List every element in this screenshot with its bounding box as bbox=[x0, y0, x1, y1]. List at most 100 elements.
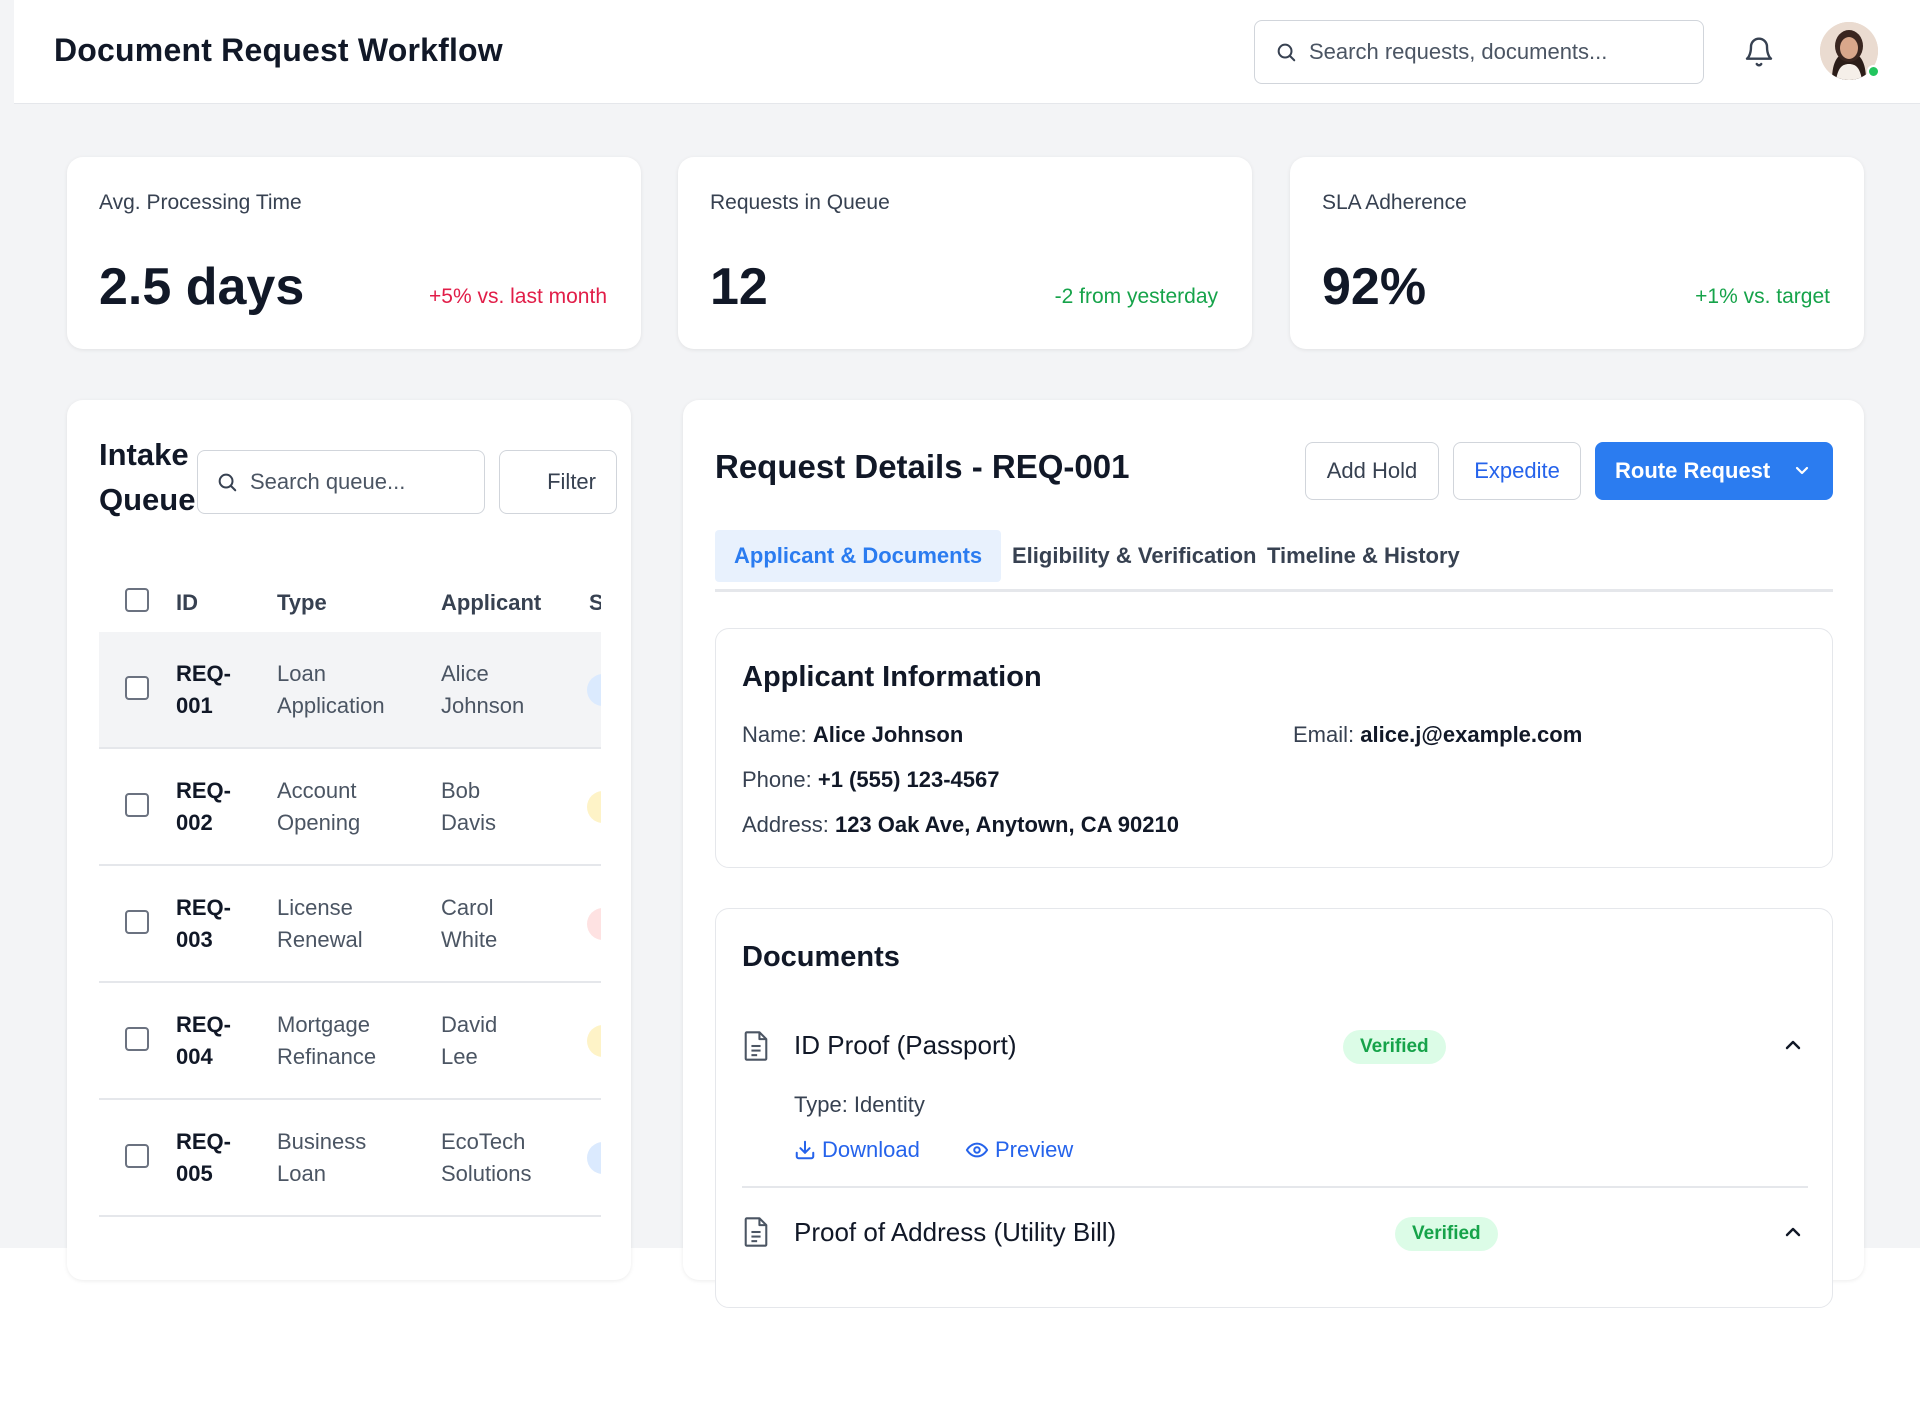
download-icon bbox=[795, 1140, 815, 1160]
online-status-dot bbox=[1867, 65, 1880, 78]
row-type: Account Opening bbox=[277, 778, 361, 835]
download-label: Download bbox=[822, 1137, 920, 1162]
column-header-type[interactable]: Type bbox=[277, 590, 327, 615]
download-link[interactable]: Download bbox=[794, 1137, 920, 1163]
row-type: Business Loan bbox=[277, 1129, 367, 1186]
bell-icon[interactable] bbox=[1743, 34, 1775, 70]
kpi-delta: +5% vs. last month bbox=[429, 285, 607, 308]
filter-button[interactable]: Filter bbox=[499, 450, 617, 514]
table-row[interactable]: REQ- 002 Account Opening Bob Davis bbox=[99, 749, 601, 866]
row-checkbox[interactable] bbox=[125, 676, 149, 700]
user-avatar[interactable] bbox=[1820, 22, 1880, 80]
kpi-label: SLA Adherence bbox=[1322, 191, 1467, 214]
table-row[interactable]: REQ- 001 Loan Application Alice Johnson bbox=[99, 632, 601, 749]
queue-table: ID Type Applicant S REQ- 001 Loan Applicat… bbox=[99, 550, 601, 1426]
kpi-label: Requests in Queue bbox=[710, 191, 890, 214]
expedite-button[interactable]: Expedite bbox=[1453, 442, 1581, 500]
status-badge bbox=[587, 674, 601, 706]
global-search-input[interactable] bbox=[1309, 39, 1689, 65]
search-icon bbox=[218, 473, 237, 492]
detail-tabs: Applicant & Documents Eligibility & Veri… bbox=[715, 530, 1833, 592]
queue-search-input[interactable] bbox=[250, 469, 480, 495]
row-type: Loan Application bbox=[277, 661, 385, 718]
kpi-delta: +1% vs. target bbox=[1695, 285, 1830, 308]
row-type: Mortgage Refinance bbox=[277, 1012, 377, 1069]
status-badge bbox=[587, 1025, 601, 1057]
applicant-info-card: Applicant Information Name: Alice Johnso… bbox=[715, 628, 1833, 868]
table-header: ID Type Applicant S bbox=[99, 550, 601, 632]
row-checkbox[interactable] bbox=[125, 1144, 149, 1168]
top-header: Document Request Workflow bbox=[14, 0, 1920, 104]
tab-applicant-documents[interactable]: Applicant & Documents bbox=[715, 530, 1002, 582]
row-id: REQ- 003 bbox=[176, 895, 231, 952]
applicant-email: Email: alice.j@example.com bbox=[1293, 722, 1583, 747]
status-badge: Verified bbox=[1395, 1217, 1498, 1251]
kpi-card-sla: SLA Adherence 92% +1% vs. target bbox=[1290, 157, 1864, 349]
preview-link[interactable]: Preview bbox=[965, 1137, 1073, 1163]
row-id: REQ- 004 bbox=[176, 1012, 231, 1069]
queue-title-line2: Queue bbox=[99, 482, 196, 517]
app-page: Document Request Workflow Avg. Processin… bbox=[14, 0, 1920, 1308]
kpi-value: 2.5 days bbox=[99, 258, 305, 316]
applicant-name: Name: Alice Johnson bbox=[742, 722, 964, 747]
row-applicant: Bob Davis bbox=[441, 778, 497, 835]
row-applicant: Alice Johnson bbox=[441, 661, 525, 718]
documents-card: Documents ID Proof (Passport) Verified T… bbox=[715, 908, 1833, 1308]
queue-title: Intake Queue bbox=[99, 432, 195, 522]
documents-title: Documents bbox=[742, 941, 900, 973]
row-id: REQ- 002 bbox=[176, 778, 231, 835]
tab-eligibility-verification[interactable]: Eligibility & Verification bbox=[1012, 543, 1257, 568]
intake-queue-panel: Intake Queue Filter ID Type Applicant S … bbox=[67, 400, 631, 1280]
queue-search[interactable] bbox=[197, 450, 485, 514]
column-header-status[interactable]: S bbox=[589, 590, 601, 615]
status-badge bbox=[587, 1142, 601, 1174]
kpi-label: Avg. Processing Time bbox=[99, 191, 302, 214]
applicant-address: Address: 123 Oak Ave, Anytown, CA 90210 bbox=[742, 812, 1179, 837]
chevron-up-icon[interactable] bbox=[1783, 1038, 1803, 1052]
row-checkbox[interactable] bbox=[125, 1027, 149, 1051]
queue-title-line1: Intake bbox=[99, 437, 189, 472]
document-divider bbox=[742, 1186, 1808, 1188]
status-badge: Verified bbox=[1343, 1030, 1446, 1064]
eye-icon bbox=[965, 1142, 989, 1158]
preview-label: Preview bbox=[995, 1137, 1074, 1162]
status-badge bbox=[587, 908, 601, 940]
document-icon bbox=[744, 1217, 768, 1247]
applicant-info-title: Applicant Information bbox=[742, 661, 1042, 693]
row-checkbox[interactable] bbox=[125, 910, 149, 934]
row-applicant: David Lee bbox=[441, 1012, 498, 1069]
app-title: Document Request Workflow bbox=[54, 32, 503, 68]
row-id: REQ- 005 bbox=[176, 1129, 231, 1186]
kpi-value: 92% bbox=[1322, 258, 1427, 316]
kpi-delta: -2 from yesterday bbox=[1054, 285, 1218, 308]
applicant-phone: Phone: +1 (555) 123-4567 bbox=[742, 767, 1000, 792]
search-icon bbox=[1277, 43, 1296, 62]
document-icon bbox=[744, 1031, 768, 1061]
row-id: REQ- 001 bbox=[176, 661, 231, 718]
row-applicant: EcoTech Solutions bbox=[441, 1129, 532, 1186]
table-row[interactable]: REQ- 003 License Renewal Carol White bbox=[99, 866, 601, 983]
select-all-checkbox[interactable] bbox=[125, 588, 149, 612]
kpi-card-queue: Requests in Queue 12 -2 from yesterday bbox=[678, 157, 1252, 349]
document-name: ID Proof (Passport) bbox=[794, 1030, 1017, 1060]
chevron-down-icon[interactable] bbox=[1794, 465, 1810, 477]
kpi-card-processing-time: Avg. Processing Time 2.5 days +5% vs. la… bbox=[67, 157, 641, 349]
global-search[interactable] bbox=[1254, 20, 1704, 84]
left-edge bbox=[0, 0, 14, 1248]
column-header-id[interactable]: ID bbox=[176, 590, 198, 615]
add-hold-button[interactable]: Add Hold bbox=[1305, 442, 1439, 500]
kpi-value: 12 bbox=[710, 258, 768, 316]
table-row[interactable]: REQ- 005 Business Loan EcoTech Solutions bbox=[99, 1100, 601, 1217]
route-request-label: Route Request bbox=[1615, 458, 1771, 483]
document-type: Type: Identity bbox=[794, 1092, 925, 1117]
column-header-applicant[interactable]: Applicant bbox=[441, 590, 542, 615]
row-type: License Renewal bbox=[277, 895, 363, 952]
route-request-button[interactable]: Route Request bbox=[1595, 442, 1833, 500]
status-badge bbox=[587, 791, 601, 823]
table-row[interactable]: REQ- 004 Mortgage Refinance David Lee bbox=[99, 983, 601, 1100]
row-checkbox[interactable] bbox=[125, 793, 149, 817]
row-applicant: Carol White bbox=[441, 895, 498, 952]
tab-timeline-history[interactable]: Timeline & History bbox=[1267, 543, 1460, 568]
request-details-panel: Request Details - REQ-001 Add Hold Exped… bbox=[683, 400, 1864, 1308]
chevron-up-icon[interactable] bbox=[1783, 1225, 1803, 1239]
